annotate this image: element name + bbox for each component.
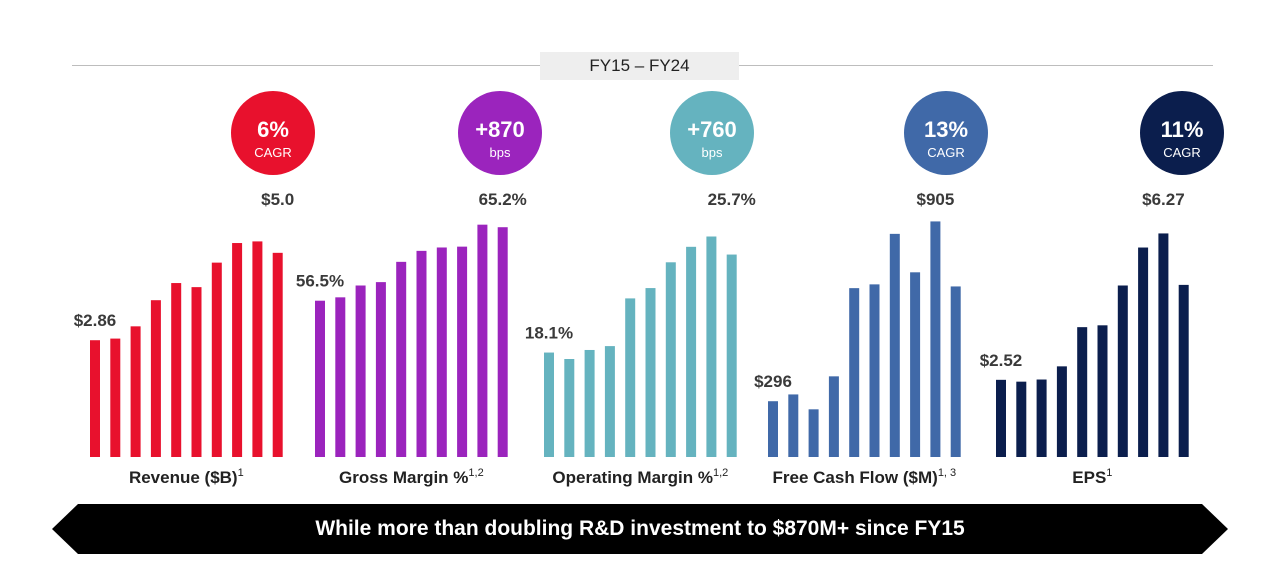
- free-cash-flow-m-bar: [828, 376, 839, 457]
- eps-bar: [1158, 233, 1169, 457]
- period-label: FY15 – FY24: [540, 52, 739, 80]
- operating-margin-bar: [625, 298, 636, 457]
- gross-margin-value-label: 56.5%: [296, 272, 344, 291]
- gross-margin-badge: [458, 91, 542, 175]
- revenue-b-bar: [130, 326, 141, 457]
- rd-investment-banner: While more than doubling R&D investment …: [52, 504, 1228, 554]
- free-cash-flow-m-badge: [904, 91, 988, 175]
- eps-bar: [1056, 366, 1067, 457]
- free-cash-flow-m-axis-title: Free Cash Flow ($M)1, 3: [773, 467, 957, 487]
- free-cash-flow-m-badge-label: CAGR: [927, 145, 965, 160]
- operating-margin-value-label: 18.1%: [525, 324, 573, 343]
- gross-margin-value-label: 65.2%: [479, 190, 527, 209]
- revenue-b-value-label: $2.86: [74, 311, 117, 330]
- eps-bar: [1097, 325, 1108, 457]
- revenue-b-bar: [232, 243, 243, 457]
- eps-badge-label: CAGR: [1163, 145, 1201, 160]
- revenue-b-badge-label: CAGR: [254, 145, 292, 160]
- revenue-b-badge: [231, 91, 315, 175]
- gross-margin-bar: [355, 285, 366, 457]
- gross-margin-bar: [477, 224, 488, 457]
- free-cash-flow-m-bar: [930, 221, 941, 457]
- free-cash-flow-m-bar: [768, 401, 778, 457]
- eps-value-label: $6.27: [1142, 190, 1185, 209]
- free-cash-flow-m-badge-value: 13%: [924, 117, 968, 142]
- eps-bar: [996, 379, 1006, 457]
- eps-badge: [1140, 91, 1224, 175]
- eps-bar: [1077, 327, 1088, 457]
- revenue-b-bar: [171, 283, 182, 457]
- eps-value-label: $2.52: [980, 351, 1023, 370]
- operating-margin-badge: [670, 91, 754, 175]
- operating-margin-bar: [706, 236, 717, 457]
- gross-margin-badge-value: +870: [475, 117, 525, 142]
- revenue-b-bar: [272, 252, 283, 457]
- eps-bar: [1138, 247, 1149, 457]
- gross-margin-bar: [416, 250, 427, 457]
- operating-margin-badge-label: bps: [702, 145, 723, 160]
- free-cash-flow-m-value-label: $296: [754, 372, 792, 391]
- operating-margin-bar: [604, 346, 615, 457]
- revenue-b-bar: [150, 300, 161, 457]
- revenue-b-bar: [90, 340, 100, 457]
- eps-bar: [1036, 379, 1047, 457]
- free-cash-flow-m-bar: [788, 394, 799, 457]
- gross-margin-bar: [436, 247, 447, 457]
- eps-badge-value: 11%: [1161, 117, 1204, 142]
- free-cash-flow-m-bar: [869, 284, 880, 457]
- gross-margin-bar: [335, 297, 346, 457]
- operating-margin-bar: [544, 352, 554, 457]
- eps-bar: [1117, 285, 1128, 457]
- gross-margin-axis-title: Gross Margin %1,2: [339, 467, 484, 487]
- free-cash-flow-m-bar: [849, 288, 860, 457]
- free-cash-flow-m-bar: [889, 233, 900, 457]
- operating-margin-axis-title: Operating Margin %1,2: [552, 467, 728, 487]
- eps-bar: [1016, 381, 1027, 457]
- revenue-b-bar: [191, 287, 202, 457]
- gross-margin-badge-label: bps: [490, 145, 511, 160]
- revenue-b-bar: [252, 241, 263, 457]
- operating-margin-bar: [726, 254, 737, 457]
- eps-bar: [1178, 284, 1189, 457]
- operating-margin-badge-value: +760: [687, 117, 737, 142]
- revenue-b-bar: [211, 262, 222, 457]
- free-cash-flow-m-bar: [950, 286, 961, 457]
- operating-margin-bar: [584, 349, 595, 457]
- operating-margin-value-label: 25.7%: [708, 190, 756, 209]
- eps-axis-title: EPS1: [1072, 467, 1112, 487]
- gross-margin-bar: [497, 227, 508, 457]
- operating-margin-bar: [665, 262, 676, 457]
- gross-margin-bar: [396, 261, 407, 457]
- free-cash-flow-m-value-label: $905: [916, 190, 954, 209]
- operating-margin-bar: [564, 359, 575, 457]
- revenue-b-bar: [110, 338, 121, 457]
- operating-margin-bar: [645, 288, 656, 457]
- gross-margin-bar: [457, 246, 468, 457]
- operating-margin-bar: [686, 246, 697, 457]
- revenue-b-axis-title: Revenue ($B)1: [129, 467, 244, 487]
- charts-panel: $2.86 $5.0 6% CAGR Revenue ($B)1 56.5% 65.2% +8…: [74, 91, 1224, 487]
- free-cash-flow-m-bar: [808, 409, 819, 457]
- revenue-b-value-label: $5.0: [261, 190, 294, 209]
- gross-margin-bar: [375, 282, 386, 457]
- revenue-b-badge-value: 6%: [257, 117, 289, 142]
- free-cash-flow-m-bar: [910, 272, 921, 457]
- gross-margin-bar: [315, 300, 325, 457]
